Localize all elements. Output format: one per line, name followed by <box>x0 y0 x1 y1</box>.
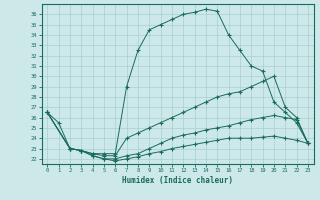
X-axis label: Humidex (Indice chaleur): Humidex (Indice chaleur) <box>122 176 233 185</box>
